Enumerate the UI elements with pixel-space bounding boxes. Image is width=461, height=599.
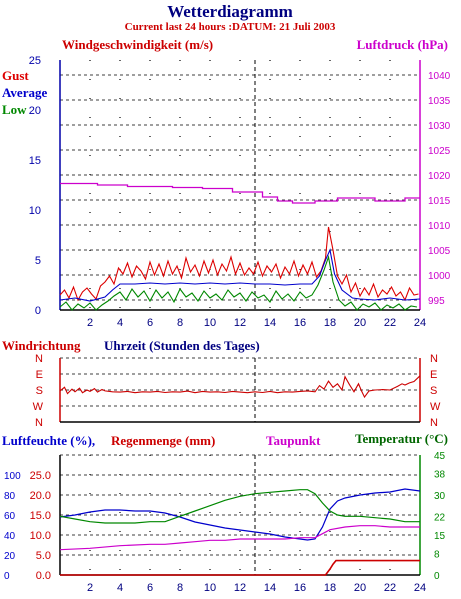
series-line-luftdruck: [60, 182, 420, 204]
pressure-y-tick-label: 1040: [428, 71, 451, 82]
time-x-tick-label: 16: [294, 582, 306, 594]
humidity-y-tick-label: 60: [4, 511, 16, 522]
temperature-y-tick-label: 15: [434, 531, 446, 542]
wind-direction-chart: N NW WS SE EN N: [33, 353, 441, 429]
humidity-rain-temp-chart: 0204060801000.05.010.015.020.025.0081522…: [4, 451, 446, 594]
legend-gust: Gust: [2, 68, 29, 83]
direction-y-tick-label-right: W: [430, 401, 441, 413]
dewpoint-axis-title: Taupunkt: [266, 433, 321, 448]
series-line-low: [59, 254, 418, 311]
time-x-tick-label: 22: [384, 582, 396, 594]
time-x-tick-label: 6: [147, 582, 153, 594]
rain-y-tick-label: 10.0: [30, 530, 51, 542]
time-x-tick-label: 20: [354, 317, 366, 329]
wind-y-tick-label: 5: [35, 255, 41, 267]
series-line-regenmenge: [60, 559, 420, 576]
pressure-y-tick-label: 1010: [428, 221, 451, 232]
time-x-tick-label: 24: [414, 582, 426, 594]
direction-y-tick-label: W: [33, 401, 44, 413]
direction-y-tick-label-right: S: [430, 385, 437, 397]
pressure-axis-title: Luftdruck (hPa): [357, 37, 448, 52]
time-x-tick-label: 2: [87, 582, 93, 594]
time-x-tick-label: 4: [117, 317, 123, 329]
wind-pressure-chart: 0510152025995100010051010101510201025103…: [29, 55, 451, 329]
pressure-y-tick-label: 1005: [428, 246, 451, 257]
time-x-tick-label: 22: [384, 317, 396, 329]
time-x-tick-label: 20: [354, 582, 366, 594]
temperature-y-tick-label: 22: [434, 512, 446, 523]
wind-y-tick-label: 25: [29, 55, 41, 67]
time-x-tick-label: 18: [324, 582, 336, 594]
pressure-y-tick-label: 1020: [428, 171, 451, 182]
page-title: Wetterdiagramm: [167, 2, 293, 21]
pressure-y-tick-label: 1000: [428, 271, 451, 282]
time-x-tick-label: 16: [294, 317, 306, 329]
pressure-y-tick-label: 1025: [428, 146, 451, 157]
wind-y-tick-label: 15: [29, 155, 41, 167]
series-line-gust: [59, 226, 419, 302]
direction-y-tick-label: N: [35, 353, 43, 365]
temperature-y-tick-label: 45: [434, 451, 446, 462]
rain-y-tick-label: 25.0: [30, 470, 51, 482]
temperature-axis-title: Temperatur (°C): [355, 431, 448, 446]
rain-y-tick-label: 20.0: [30, 490, 51, 502]
series-line-luftfeuchte: [59, 488, 421, 541]
rain-y-tick-label: 0.0: [36, 570, 51, 582]
time-x-tick-label: 4: [117, 582, 123, 594]
wind-y-tick-label: 10: [29, 205, 41, 217]
series-line-windrichtung: [59, 375, 421, 399]
pressure-y-tick-label: 1035: [428, 96, 451, 107]
wind-y-tick-label: 20: [29, 105, 41, 117]
temperature-y-tick-label: 30: [434, 491, 446, 502]
humidity-y-tick-label: 0: [4, 571, 10, 582]
time-x-tick-label: 24: [414, 317, 426, 329]
humidity-y-tick-label: 20: [4, 551, 16, 562]
legend-low: Low: [2, 102, 27, 117]
direction-y-tick-label: N: [35, 417, 43, 429]
time-x-tick-label: 10: [204, 582, 216, 594]
page-subtitle: Current last 24 hours :DATUM: 21 Juli 20…: [125, 21, 336, 33]
time-x-tick-label: 8: [177, 317, 183, 329]
direction-y-tick-label-right: N: [430, 417, 438, 429]
wind-y-tick-label: 0: [35, 305, 41, 317]
direction-y-tick-label-right: E: [430, 369, 437, 381]
humidity-y-tick-label: 100: [4, 471, 21, 482]
time-x-tick-label: 14: [264, 317, 276, 329]
pressure-y-tick-label: 1015: [428, 196, 451, 207]
rain-axis-title: Regenmenge (mm): [111, 433, 215, 448]
humidity-axis-title: Luftfeuchte (%),: [2, 433, 95, 448]
time-x-tick-label: 18: [324, 317, 336, 329]
rain-y-tick-label: 15.0: [30, 510, 51, 522]
pressure-y-tick-label: 995: [428, 296, 445, 307]
pressure-y-tick-label: 1030: [428, 121, 451, 132]
humidity-y-tick-label: 80: [4, 491, 16, 502]
direction-y-tick-label-right: N: [430, 353, 438, 365]
series-line-average: [59, 248, 421, 302]
wind-axis-title: Windgeschwindigkeit (m/s): [62, 37, 213, 52]
direction-y-tick-label: S: [36, 385, 43, 397]
temperature-y-tick-label: 8: [434, 550, 440, 561]
series-line-taupunkt: [59, 525, 420, 551]
time-x-tick-label: 6: [147, 317, 153, 329]
humidity-y-tick-label: 40: [4, 531, 16, 542]
rain-y-tick-label: 5.0: [36, 550, 51, 562]
time-x-tick-label: 2: [87, 317, 93, 329]
temperature-y-tick-label: 0: [434, 571, 440, 582]
time-axis-title: Uhrzeit (Stunden des Tages): [104, 338, 260, 353]
legend-average: Average: [2, 85, 47, 100]
time-x-tick-label: 14: [264, 582, 276, 594]
time-x-tick-label: 12: [234, 582, 246, 594]
temperature-y-tick-label: 38: [434, 470, 446, 481]
time-x-tick-label: 8: [177, 582, 183, 594]
direction-axis-title: Windrichtung: [2, 338, 81, 353]
time-x-tick-label: 10: [204, 317, 216, 329]
series-line-temperatur: [59, 489, 420, 524]
direction-y-tick-label: E: [36, 369, 43, 381]
time-x-tick-label: 12: [234, 317, 246, 329]
